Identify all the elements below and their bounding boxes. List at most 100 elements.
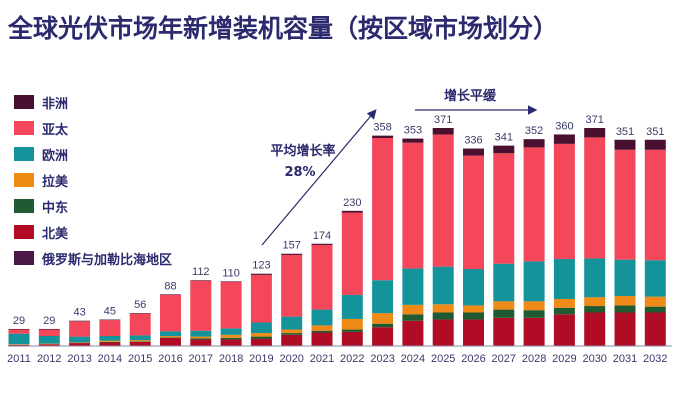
bar-segment-非洲 <box>372 135 394 138</box>
bar-segment-欧洲 <box>493 263 515 302</box>
bar-segment-非洲 <box>281 253 303 255</box>
bar-segment-拉美 <box>553 298 575 308</box>
bar-segment-亚太 <box>402 142 424 269</box>
bar-segment-中东 <box>220 337 242 340</box>
bar-segment-亚太 <box>644 149 666 261</box>
data-label: 110 <box>222 267 240 279</box>
bar-segment-欧洲 <box>160 331 181 337</box>
x-tick-label: 2032 <box>643 353 667 365</box>
bar-segment-中东 <box>523 310 545 318</box>
bar-segment-拉美 <box>372 313 394 324</box>
bar-segment-亚太 <box>493 153 515 264</box>
bar-segment-北美 <box>644 312 666 346</box>
bar-segment-拉美 <box>129 340 151 342</box>
bar-segment-亚太 <box>129 313 151 336</box>
legend: 非洲 亚太 欧洲 拉美 中东 北美 俄罗斯与加勒比海地区 <box>14 89 172 271</box>
bar-segment-非洲 <box>38 328 60 330</box>
bar-segment-拉美 <box>69 342 91 344</box>
bar-segment-北美 <box>99 342 121 346</box>
growth-label: 平均增长率 <box>270 143 335 159</box>
x-tick-label: 2013 <box>67 353 91 365</box>
x-tick-label: 2022 <box>340 353 364 365</box>
bar-segment-欧洲 <box>311 309 333 326</box>
bar-segment-北美 <box>341 331 363 346</box>
x-tick-label: 2014 <box>98 353 122 365</box>
x-tick-label: 2015 <box>128 353 152 365</box>
bars-group <box>8 128 666 346</box>
x-tick-label: 2031 <box>613 353 637 365</box>
bar-segment-拉美 <box>523 301 545 311</box>
x-tick-label: 2017 <box>189 353 213 365</box>
bar-segment-欧洲 <box>99 336 121 341</box>
bar-segment-中东 <box>341 329 363 332</box>
bar-segment-非洲 <box>553 134 575 144</box>
bar-segment-北美 <box>220 339 242 346</box>
data-label: 371 <box>434 114 452 126</box>
bar-segment-北美 <box>38 344 60 346</box>
bar-segment-北美 <box>432 319 454 346</box>
bar-segment-拉美 <box>250 333 272 337</box>
legend-label: 俄罗斯与加勒比海地区 <box>42 252 173 268</box>
bar-segment-欧洲 <box>250 322 272 334</box>
growth-arrow <box>261 109 377 246</box>
data-label: 43 <box>73 307 85 319</box>
bar-segment-亚太 <box>99 320 121 337</box>
legend-swatch <box>14 147 34 161</box>
plateau-label: 增长平缓 <box>444 88 497 104</box>
bar-segment-欧洲 <box>129 335 151 341</box>
bar-segment-北美 <box>129 341 151 346</box>
bar-segment-非洲 <box>341 210 363 213</box>
legend-label: 亚太 <box>42 122 69 138</box>
bar-segment-亚太 <box>69 321 91 337</box>
legend-item: 俄罗斯与加勒比海地区 <box>14 245 172 271</box>
bar-segment-欧洲 <box>584 258 606 298</box>
bar-segment-亚太 <box>311 244 333 310</box>
bar-segment-欧洲 <box>523 261 545 302</box>
legend-swatch <box>14 251 34 265</box>
bar-segment-中东 <box>644 306 666 313</box>
data-label: 341 <box>495 132 513 144</box>
legend-label: 非洲 <box>42 96 69 112</box>
bar-segment-中东 <box>584 306 606 313</box>
bar-segment-非洲 <box>99 319 121 321</box>
bar-segment-中东 <box>281 333 303 335</box>
bar-segment-欧洲 <box>69 336 91 343</box>
bar-segment-北美 <box>402 320 424 346</box>
data-label: 29 <box>43 315 55 327</box>
data-label: 353 <box>404 125 422 137</box>
legend-item: 中东 <box>14 193 172 219</box>
bar-segment-中东 <box>402 314 424 321</box>
bar-segment-拉美 <box>190 336 212 339</box>
data-label: 29 <box>13 315 25 327</box>
bar-segment-北美 <box>190 339 212 346</box>
legend-swatch <box>14 121 34 135</box>
data-label: 112 <box>192 266 210 278</box>
x-tick-label: 2028 <box>522 353 546 365</box>
bar-segment-非洲 <box>311 243 333 245</box>
bar-segment-北美 <box>311 332 333 346</box>
bar-segment-中东 <box>372 323 394 328</box>
x-tick-label: 2025 <box>431 353 455 365</box>
bar-segment-中东 <box>190 338 212 340</box>
bar-segment-中东 <box>129 341 151 342</box>
bar-segment-非洲 <box>190 280 212 281</box>
bar-segment-欧洲 <box>644 260 666 297</box>
x-tick-label: 2027 <box>492 353 516 365</box>
bar-segment-欧洲 <box>341 294 363 319</box>
data-label: 230 <box>343 197 361 209</box>
bar-segment-拉美 <box>220 334 242 338</box>
x-tick-label: 2024 <box>401 353 425 365</box>
legend-label: 北美 <box>42 226 69 242</box>
bar-segment-中东 <box>250 336 272 339</box>
bar-segment-亚太 <box>553 143 575 260</box>
bar-segment-非洲 <box>523 139 545 148</box>
bar-segment-亚太 <box>250 274 272 323</box>
bar-segment-非洲 <box>644 139 666 150</box>
bar-segment-非洲 <box>614 139 636 150</box>
bar-segment-非洲 <box>463 148 484 156</box>
bar-segment-亚太 <box>463 155 484 270</box>
bar-segment-中东 <box>463 312 484 320</box>
data-label: 56 <box>134 299 146 311</box>
bar-segment-欧洲 <box>38 336 60 344</box>
